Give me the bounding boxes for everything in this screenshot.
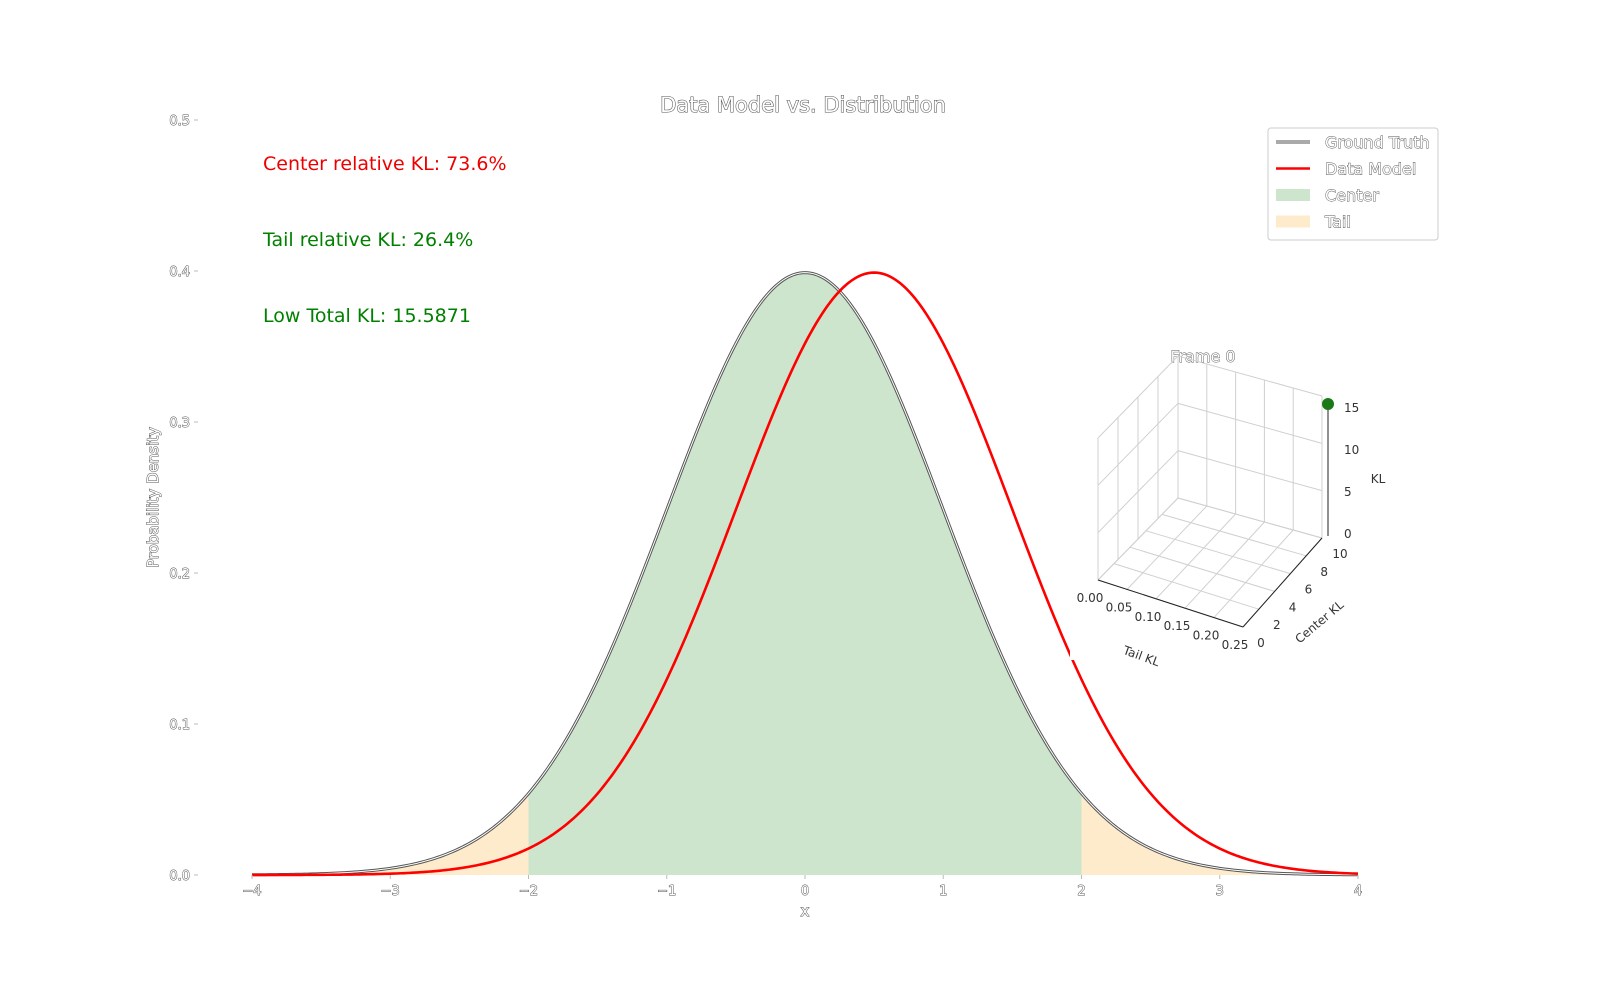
inset-z-tick-label: 15 [1344,401,1359,415]
inset-wall-grid [1177,450,1323,492]
legend-label: Ground Truth [1325,133,1430,152]
inset-z-tick-label: 5 [1344,485,1352,499]
inset-y-tick-label: 10 [1332,547,1347,561]
x-tick-label: 0 [801,884,809,899]
inset-z-tick-label: 0 [1344,527,1352,541]
inset-wall-grid [1097,450,1179,534]
x-tick-label: −1 [657,884,676,899]
x-tick-label: −2 [519,884,538,899]
annotation-text: Center relative KL: 73.6% [263,153,507,175]
ground-truth-curve [251,272,1359,876]
inset-y-axis [1242,537,1323,628]
legend-box [1267,127,1439,241]
inset-floor-grid [1126,505,1208,590]
inset-data-point [1322,398,1334,410]
inset-y-tick-label: 2 [1273,618,1281,632]
x-tick-label: 3 [1216,884,1224,899]
inset-x-tick-label: 0.00 [1077,591,1104,605]
axes: −4 −3 −2 −1 0 1 2 3 4 0.0 0.1 0.2 0.3 0.4 0.5 x Probabil… [144,114,1363,921]
y-tick-label: 0.3 [169,416,190,431]
shaded-regions [252,272,1358,876]
inset-background [1070,380,1400,660]
y-tick-label: 0.2 [169,567,190,582]
x-tick-label: 2 [1077,884,1085,899]
legend: Ground Truth Data Model Center Tail [1267,127,1439,241]
inset-z-axis-label: KL [1371,472,1386,486]
inset-y-tick-label: 6 [1305,583,1313,597]
inset-floor-grid [1161,513,1307,557]
right-tail-region [1081,793,1358,875]
annotation-text: Low Total KL: 15.5871 [263,305,471,327]
legend-swatch-region [1276,189,1310,201]
legend-label: Tail [1324,213,1351,232]
annotations: Center relative KL: 73.6% Tail relative K… [262,153,507,327]
inset-wall-grid [1097,497,1179,581]
inset-wall-grid [1177,497,1323,539]
y-tick-label: 0.1 [169,718,190,733]
y-axis-label: Probability Density [144,427,162,568]
x-tick-label: −3 [381,884,400,899]
inset-x-axis [1097,579,1244,628]
inset-x-tick-label: 0.05 [1106,600,1133,614]
inset-floor-grid [1129,546,1275,592]
y-tick-label: 0.5 [169,114,190,129]
inset-floor-grid [1113,563,1259,610]
x-axis-label: x [801,902,810,920]
data-model-curve [251,271,1359,877]
y-tick-label: 0.4 [169,265,190,280]
inset-floor-grid [1145,530,1291,575]
inset-title: Frame 0 [1170,347,1235,366]
chart-title: Data Model vs. Distribution [660,93,946,117]
inset-floor-grid [1213,529,1294,618]
left-tail-region [252,793,529,875]
inset-floor-grid [1155,513,1236,600]
x-tick-label: 4 [1354,884,1362,899]
inset-3d-plot: Frame 00.000.050.100.150.200.25 024681005… [1070,347,1400,669]
inset-wall-grid [1177,355,1323,397]
inset-y-tick-label: 4 [1289,600,1297,614]
inset-floor-grid [1184,521,1265,609]
annotation-text: Tail relative KL: 26.4% [262,229,473,251]
inset-x-tick-label: 0.20 [1193,629,1220,643]
legend-label: Center [1325,186,1379,205]
inset-x-tick-label: 0.10 [1135,610,1162,624]
inset-x-tick-label: 0.15 [1164,619,1191,633]
x-tick-label: −4 [242,884,261,899]
inset-wall-grid [1097,402,1179,486]
inset-grid [1097,355,1329,628]
inset-x-tick-label: 0.25 [1222,638,1249,652]
inset-wall-grid [1177,402,1323,444]
center-region [528,272,1082,876]
inset-z-tick-label: 10 [1344,443,1359,457]
inset-wall-grid [1097,355,1179,439]
legend-label: Data Model [1325,160,1416,179]
inset-y-tick-label: 0 [1257,636,1265,650]
legend-swatch-region [1276,215,1310,228]
curves [251,271,1359,877]
y-tick-label: 0.0 [169,869,190,884]
inset-y-tick-label: 8 [1320,565,1328,579]
x-tick-label: 1 [939,884,947,899]
